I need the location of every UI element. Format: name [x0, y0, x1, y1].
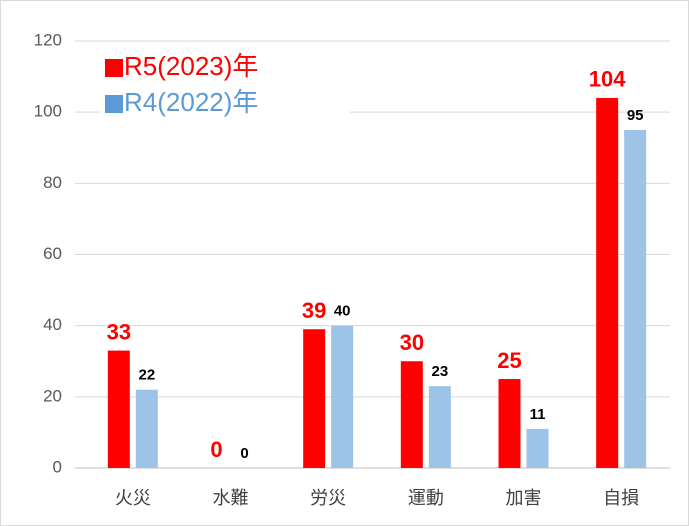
bar	[331, 325, 354, 468]
x-tick-label: 自損	[603, 488, 639, 508]
legend-swatch	[105, 95, 123, 113]
y-tick-label: 100	[34, 102, 62, 121]
bar	[303, 329, 326, 468]
data-label: 104	[589, 67, 626, 92]
data-label: 39	[302, 298, 326, 323]
data-label: 11	[530, 406, 546, 423]
data-label: 0	[240, 445, 248, 462]
legend-box	[100, 46, 350, 132]
data-label: 33	[107, 319, 131, 344]
x-tick-label: 労災	[310, 488, 346, 508]
y-tick-label: 60	[43, 244, 62, 263]
bar	[624, 129, 647, 469]
bar	[428, 386, 451, 468]
y-tick-label: 80	[43, 173, 62, 192]
x-tick-label: 火災	[115, 488, 151, 508]
data-label: 25	[497, 348, 521, 373]
legend-swatch	[105, 59, 123, 77]
legend-label: R4(2022)年	[124, 87, 258, 117]
data-label: 30	[400, 330, 424, 355]
bar	[400, 361, 423, 468]
x-tick-label: 運動	[408, 488, 444, 508]
bar	[107, 350, 130, 468]
x-tick-label: 加害	[506, 488, 542, 508]
data-label: 95	[627, 107, 644, 124]
y-tick-label: 0	[53, 457, 62, 476]
y-tick-label: 40	[43, 315, 62, 334]
data-label: 40	[334, 303, 351, 320]
bar	[498, 379, 521, 468]
bar	[596, 97, 619, 468]
legend-label: R5(2023)年	[124, 51, 258, 81]
bar	[526, 428, 549, 468]
data-label: 23	[431, 363, 448, 380]
data-label: 22	[138, 367, 155, 384]
y-tick-label: 120	[34, 30, 62, 49]
y-tick-label: 20	[43, 386, 62, 405]
data-label: 0	[210, 437, 222, 462]
x-tick-label: 水難	[213, 488, 249, 508]
bar	[135, 389, 158, 468]
